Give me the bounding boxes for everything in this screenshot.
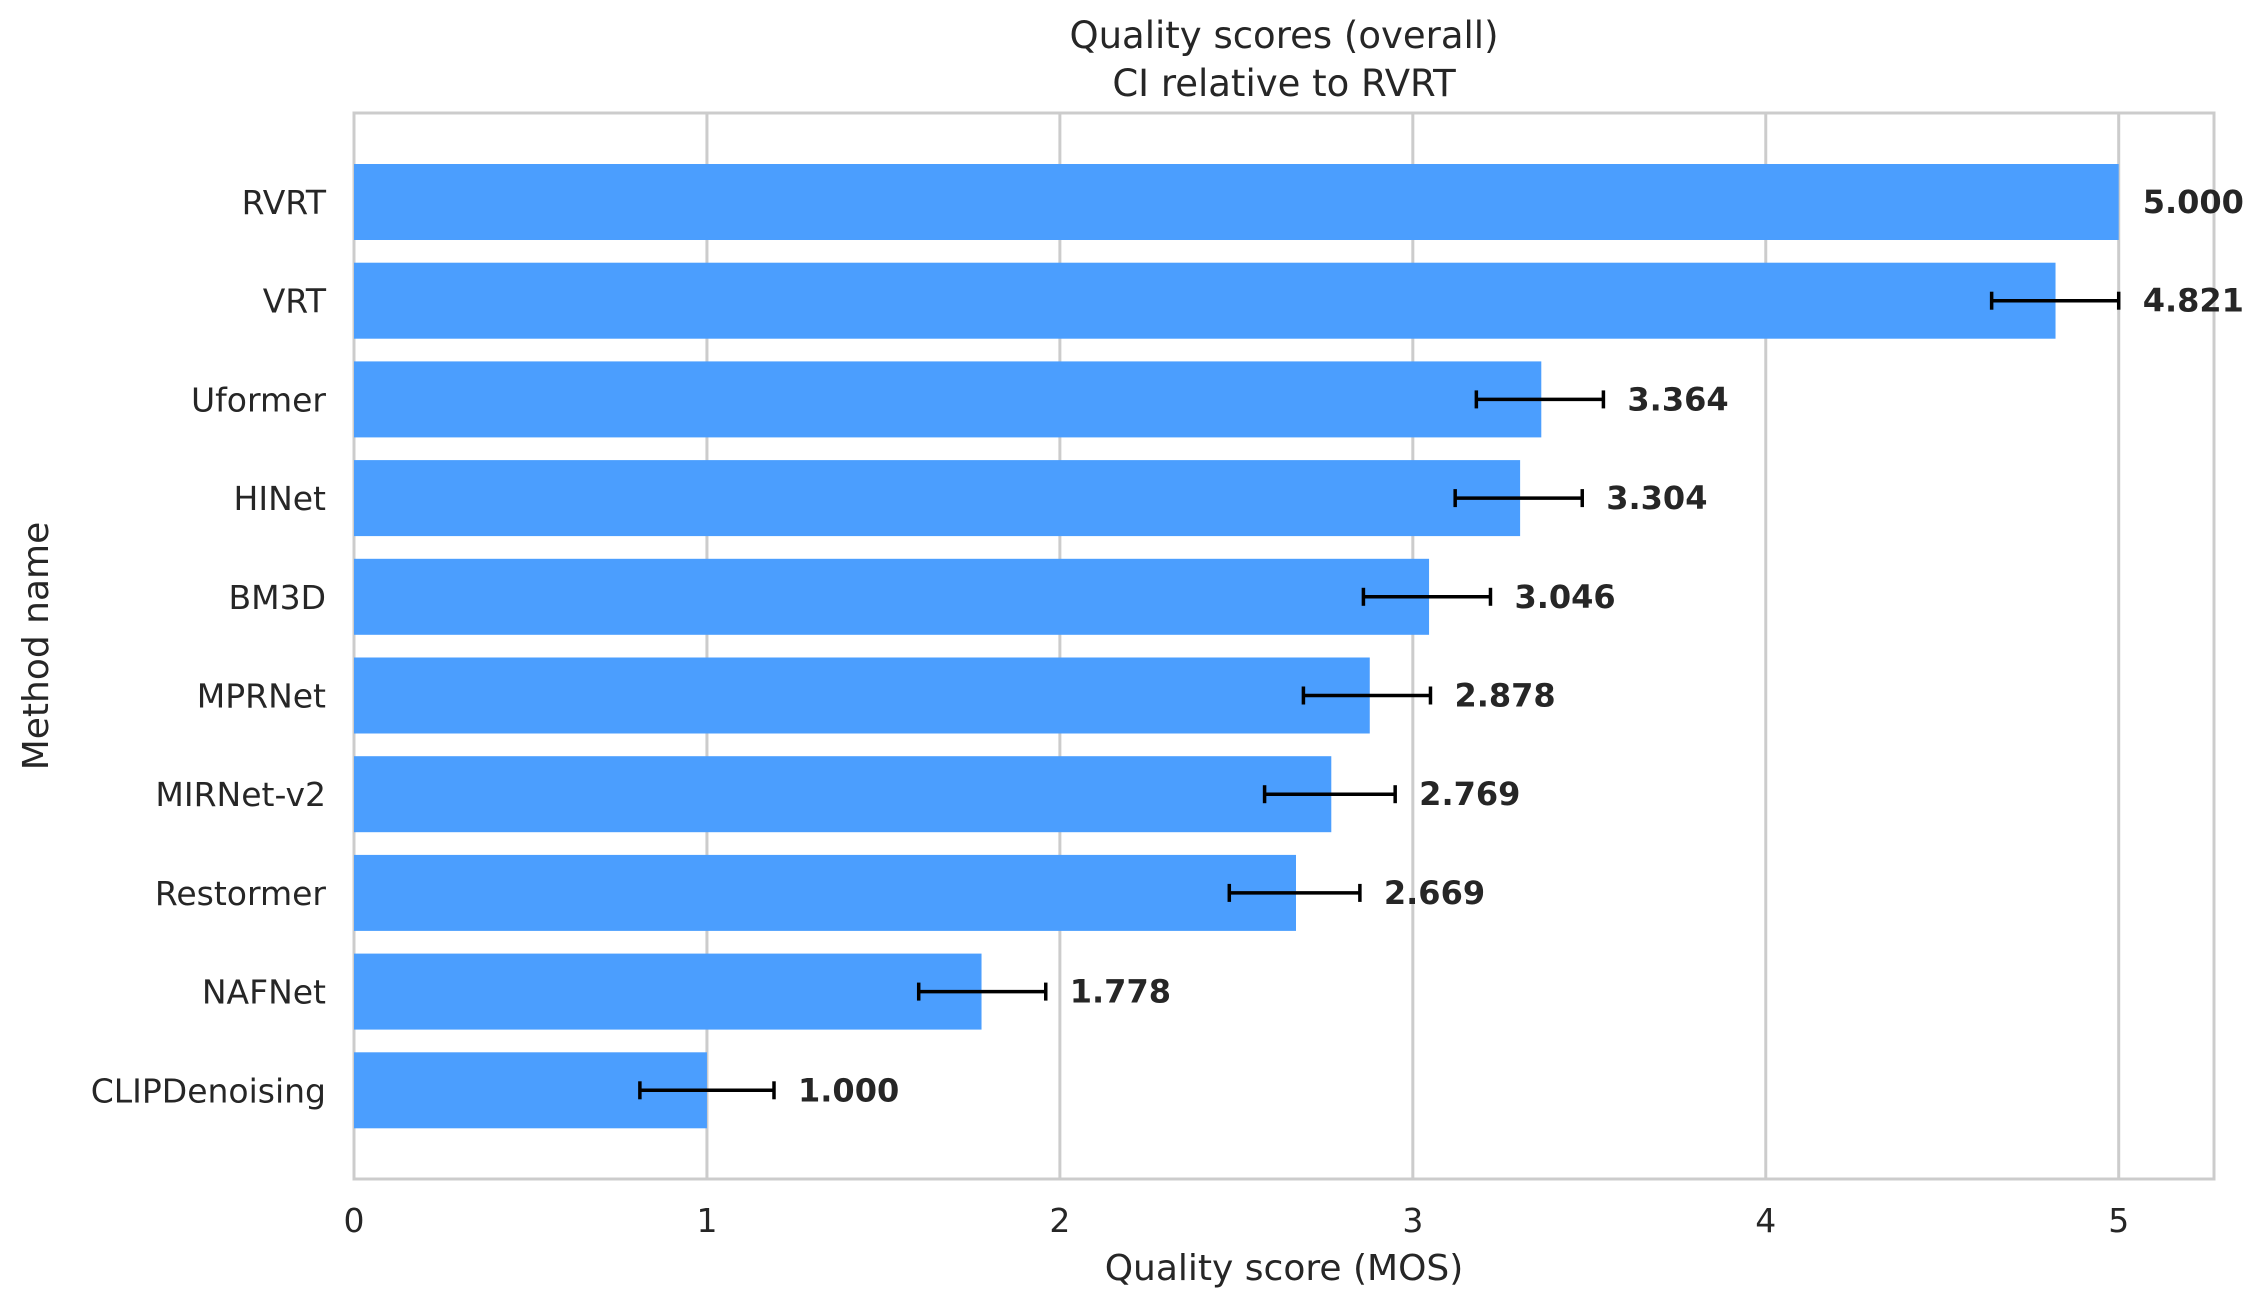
x-tick-label: 3	[1402, 1201, 1423, 1240]
value-label: 1.000	[798, 1071, 899, 1109]
value-label: 4.821	[2143, 282, 2244, 320]
x-tick-label: 4	[1755, 1201, 1776, 1240]
bar	[354, 361, 1542, 438]
x-tick-label: 5	[2108, 1201, 2129, 1240]
x-tick-labels: 0 1 2 3 4 5	[344, 1201, 2130, 1240]
y-tick-label: BM3D	[228, 578, 326, 617]
bar	[354, 756, 1332, 833]
y-tick-label: Restormer	[155, 874, 327, 913]
bar	[354, 164, 2119, 240]
x-tick-label: 2	[1049, 1201, 1070, 1240]
y-tick-label: HINet	[234, 479, 327, 518]
x-tick-label: 0	[344, 1201, 365, 1240]
x-axis-title: Quality score (MOS)	[1105, 1248, 1464, 1289]
y-tick-label: RVRT	[242, 183, 327, 222]
error-bars	[638, 291, 2121, 1100]
y-tick-label: CLIPDenoising	[91, 1071, 326, 1110]
y-tick-label: Uformer	[191, 380, 326, 419]
y-tick-label: MPRNet	[197, 677, 326, 716]
value-label: 5.000	[2143, 183, 2244, 221]
x-tick-label: 1	[696, 1201, 717, 1240]
y-tick-label: MIRNet-v2	[155, 775, 326, 814]
bar	[354, 657, 1370, 734]
y-tick-labels: RVRT VRT Uformer HINet BM3D MPRNet MIRNet-v2 Re…	[91, 183, 327, 1110]
bar	[354, 854, 1296, 931]
value-label: 3.364	[1627, 380, 1728, 418]
value-labels: 5.000 4.821 3.364 3.304 3.046 2.878 2.769 2.669…	[798, 183, 2244, 1109]
bar	[354, 262, 2056, 339]
value-label: 1.778	[1070, 973, 1171, 1011]
chart-subtitle: CI relative to RVRT	[1112, 62, 1456, 105]
value-label: 2.878	[1454, 677, 1555, 715]
bars	[354, 164, 2119, 1129]
y-tick-label: VRT	[263, 282, 327, 321]
y-tick-label: NAFNet	[202, 973, 326, 1012]
bar	[354, 460, 1521, 537]
bar	[354, 953, 982, 1030]
y-axis-title: Method name	[16, 522, 57, 771]
bar	[354, 558, 1430, 635]
value-label: 3.304	[1606, 479, 1707, 517]
value-label: 2.769	[1419, 775, 1520, 813]
value-label: 3.046	[1514, 578, 1615, 616]
chart-title: Quality scores (overall)	[1069, 14, 1498, 57]
value-label: 2.669	[1384, 874, 1485, 912]
